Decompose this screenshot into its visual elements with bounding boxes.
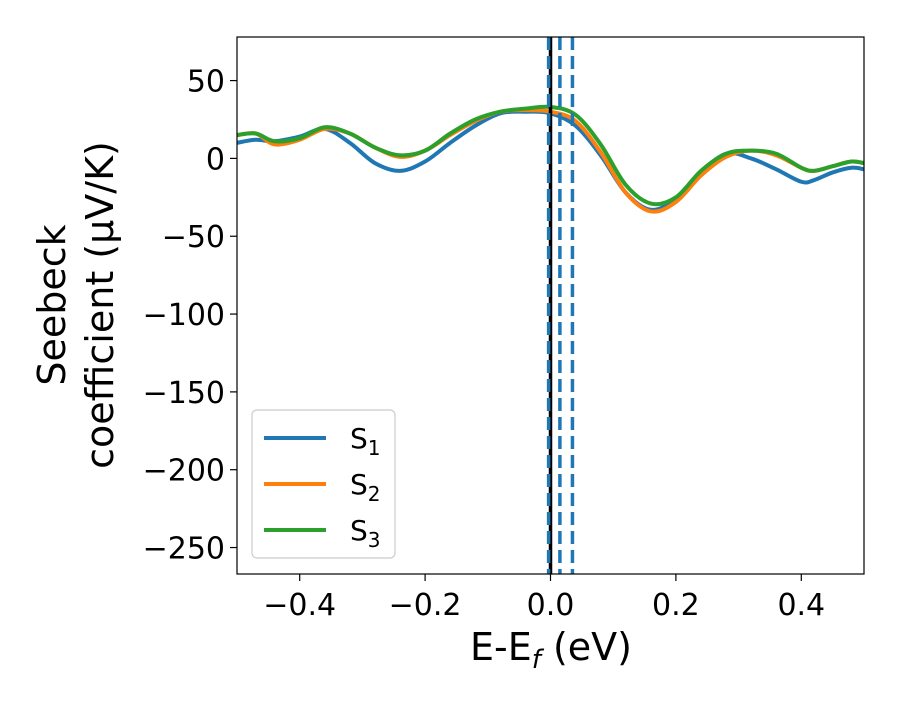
legend-label-main: S (350, 468, 368, 501)
x-tick-label: 0.0 (527, 588, 575, 623)
legend-label-main: S (350, 514, 368, 547)
legend-label-2: S2 (350, 468, 381, 506)
legend-label-1: S1 (350, 422, 381, 460)
y-axis-label-line1: Seebeck (30, 224, 74, 385)
legend-label-sub: 3 (368, 528, 381, 552)
legend-label-sub: 1 (368, 436, 381, 460)
y-tick-label: −200 (143, 454, 225, 489)
series-line-3 (237, 104, 864, 207)
y-tick-label: −150 (143, 376, 225, 411)
legend-label-3: S3 (350, 514, 381, 552)
x-axis-label-unit: (eV) (541, 625, 632, 669)
series-line-1 (237, 109, 864, 212)
x-axis-label: E-Ef (eV) (470, 625, 632, 675)
legend-label-main: S (350, 422, 368, 455)
y-tick-label: −50 (162, 220, 225, 255)
x-axis-label-main: E-E (470, 625, 532, 669)
y-tick-label: 0 (206, 142, 225, 177)
y-axis-label-line2: coefficient (μV/K) (78, 141, 122, 469)
x-tick-label: −0.4 (263, 588, 336, 623)
x-tick-label: −0.2 (389, 588, 462, 623)
x-tick-label: 0.2 (652, 588, 700, 623)
y-tick-label: −100 (143, 298, 225, 333)
x-tick-label: 0.4 (777, 588, 825, 623)
legend-label-sub: 2 (368, 482, 381, 506)
y-tick-label: −250 (143, 532, 225, 567)
y-tick-label: 50 (187, 65, 225, 100)
